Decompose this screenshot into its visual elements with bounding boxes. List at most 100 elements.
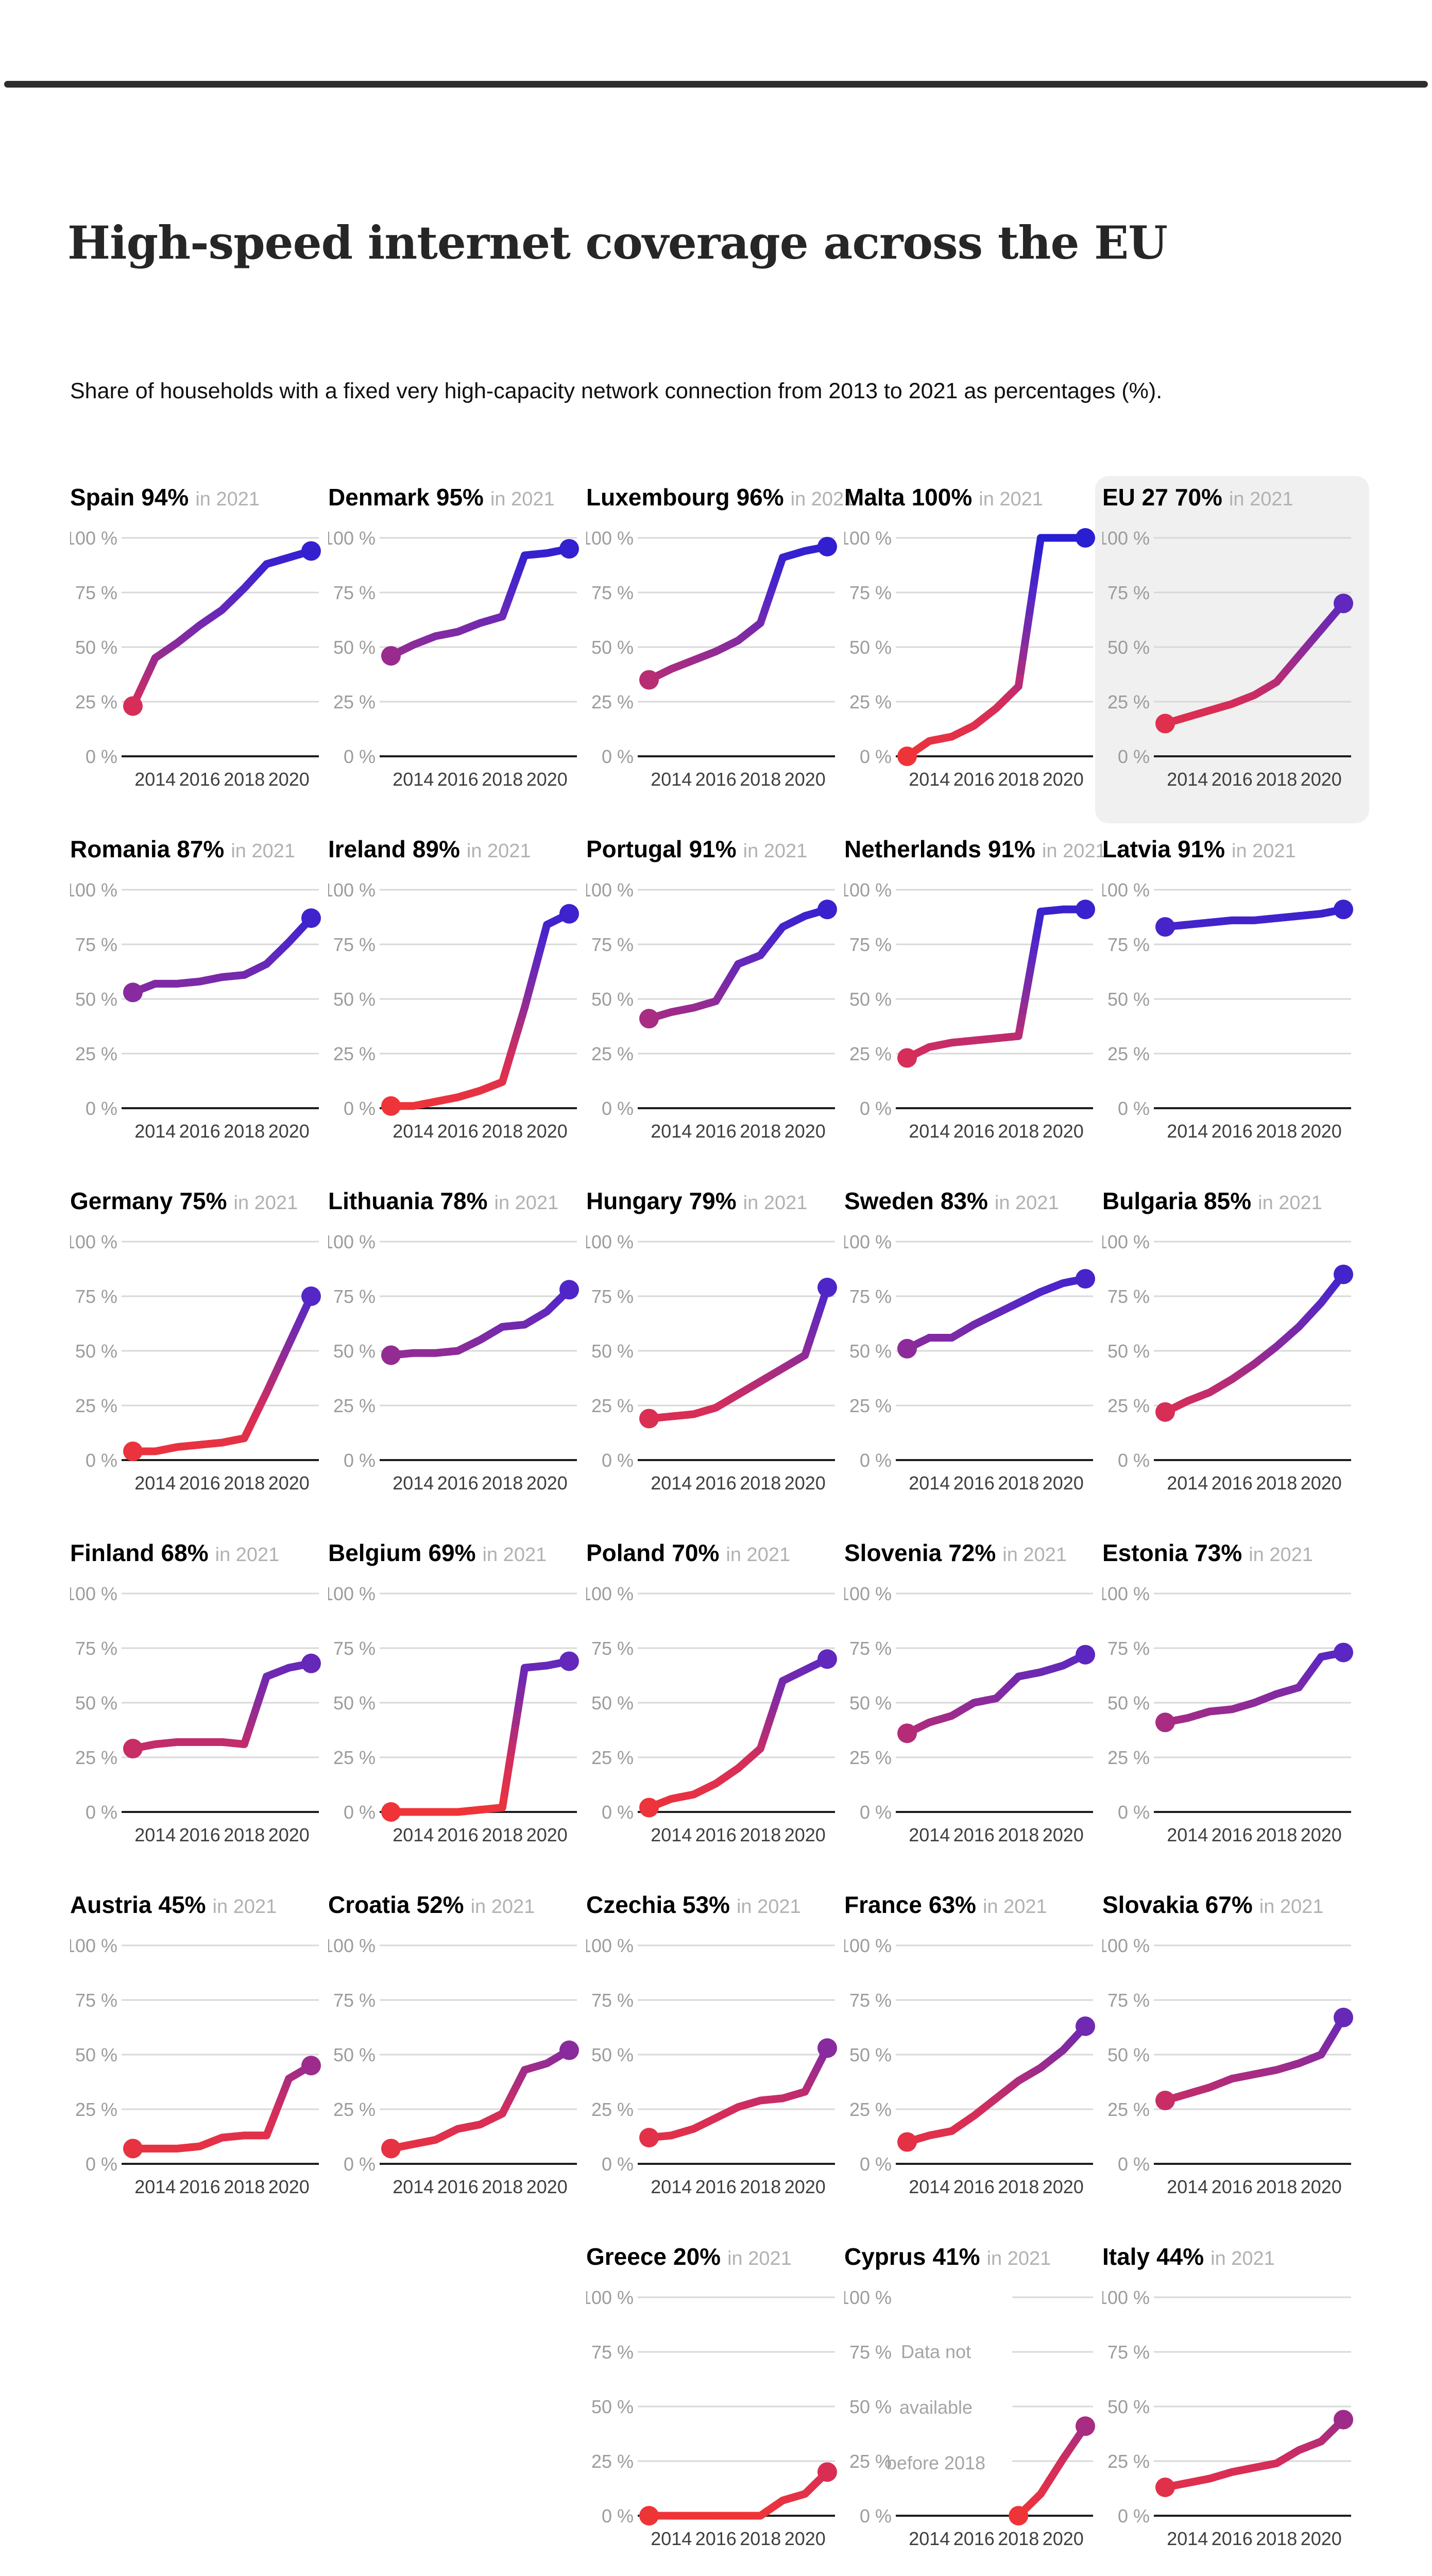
x-axis-tick-label: 2020 bbox=[785, 769, 826, 790]
y-axis-tick-label: 50 % bbox=[75, 1341, 117, 1362]
country-value: 91% bbox=[987, 836, 1035, 862]
end-point bbox=[301, 2056, 321, 2076]
y-axis-tick-label: 0 % bbox=[344, 1802, 376, 1823]
country-chart-netherlands: Netherlands 91% in 2021 100 % 75 % 50 % 25 % 0 … bbox=[839, 835, 1106, 1155]
line-chart: 100 % 75 % 50 % 25 % 0 % 2014 2016 2018 2020 bbox=[65, 1935, 321, 2197]
x-axis-tick-label: 2020 bbox=[1301, 1472, 1342, 1494]
end-point bbox=[1076, 2416, 1095, 2436]
x-axis-tick-label: 2016 bbox=[437, 1824, 479, 1845]
y-axis-tick-label: 100 % bbox=[586, 879, 634, 901]
y-axis-tick-label: 25 % bbox=[591, 2099, 634, 2120]
y-axis-tick-label: 25 % bbox=[75, 691, 117, 713]
country-label: Italy bbox=[1102, 2243, 1150, 2270]
country-label: Austria bbox=[70, 1891, 152, 1918]
value-year-label: in 2021 bbox=[736, 1896, 801, 1918]
y-axis-tick-label: 0 % bbox=[602, 746, 634, 767]
country-chart-luxembourg: Luxembourg 96% in 2021 100 % 75 % 50 % 25 % 0 %… bbox=[581, 483, 855, 803]
end-point bbox=[559, 539, 579, 559]
x-axis-tick-label: 2018 bbox=[998, 769, 1039, 790]
value-year-label: in 2021 bbox=[494, 1192, 559, 1214]
start-point bbox=[123, 1739, 143, 1759]
value-year-label: in 2021 bbox=[986, 2248, 1051, 2269]
x-axis-tick-label: 2014 bbox=[909, 2528, 950, 2549]
x-axis-tick-label: 2016 bbox=[1212, 1824, 1253, 1845]
chart-title: Slovakia 67% in 2021 bbox=[1102, 1891, 1355, 1925]
x-axis-tick-label: 2014 bbox=[909, 1472, 950, 1494]
x-axis-tick-label: 2018 bbox=[482, 769, 523, 790]
country-chart-ireland: Ireland 89% in 2021 100 % 75 % 50 % 25 % 0 % 201… bbox=[323, 835, 581, 1155]
country-label: Cyprus bbox=[844, 2243, 926, 2270]
y-axis-tick-label: 0 % bbox=[860, 746, 892, 767]
end-point bbox=[1334, 1642, 1353, 1663]
start-point bbox=[1155, 917, 1175, 937]
value-year-label: in 2021 bbox=[212, 1896, 277, 1918]
start-point bbox=[897, 747, 917, 766]
x-axis-tick-label: 2020 bbox=[1043, 1121, 1084, 1142]
country-value: 68% bbox=[161, 1539, 209, 1566]
y-axis-tick-label: 50 % bbox=[591, 637, 634, 658]
x-axis-tick-label: 2020 bbox=[785, 2528, 826, 2549]
y-axis-tick-label: 100 % bbox=[70, 528, 117, 549]
x-axis-tick-label: 2016 bbox=[953, 2176, 995, 2197]
x-axis-tick-label: 2016 bbox=[695, 1121, 737, 1142]
y-axis-tick-label: 75 % bbox=[849, 2342, 892, 2363]
x-axis-tick-label: 2016 bbox=[953, 2528, 995, 2549]
country-chart-spain: Spain 94% in 2021 100 % 75 % 50 % 25 % 0 % 2014 2… bbox=[65, 483, 322, 803]
x-axis-tick-label: 2014 bbox=[1167, 1121, 1208, 1142]
start-point bbox=[1155, 2477, 1175, 2497]
line-chart: 100 % 75 % 50 % 25 % 0 % 2014 2016 2018 2020 bbox=[581, 1231, 837, 1494]
country-label: Belgium bbox=[328, 1539, 422, 1566]
y-axis-tick-label: 0 % bbox=[602, 2505, 634, 2527]
line-chart: 100 % 75 % 50 % 25 % 0 % 2014 2016 2018 2020 Data… bbox=[839, 2287, 1095, 2549]
x-axis-tick-label: 2014 bbox=[909, 1121, 950, 1142]
x-axis-tick-label: 2020 bbox=[1043, 769, 1084, 790]
x-axis-tick-label: 2020 bbox=[785, 1824, 826, 1845]
value-year-label: in 2021 bbox=[490, 488, 555, 510]
country-label: Poland bbox=[586, 1539, 666, 1566]
no-data-note: available bbox=[899, 2397, 973, 2418]
x-axis-tick-label: 2016 bbox=[179, 1472, 220, 1494]
country-chart-germany: Germany 75% in 2021 100 % 75 % 50 % 25 % 0 % 201… bbox=[65, 1187, 322, 1506]
y-axis-tick-label: 25 % bbox=[1107, 2099, 1150, 2120]
x-axis-tick-label: 2018 bbox=[1256, 2528, 1297, 2549]
country-chart-slovakia: Slovakia 67% in 2021 100 % 75 % 50 % 25 % 0 % 20… bbox=[1097, 1891, 1355, 2210]
trend-line bbox=[645, 543, 831, 684]
y-axis-tick-label: 0 % bbox=[602, 1802, 634, 1823]
y-axis-tick-label: 25 % bbox=[849, 1747, 892, 1768]
x-axis-tick-label: 2016 bbox=[695, 2176, 737, 2197]
y-axis-tick-label: 25 % bbox=[591, 1747, 634, 1768]
country-chart-croatia: Croatia 52% in 2021 100 % 75 % 50 % 25 % 0 % 201… bbox=[323, 1891, 581, 2210]
x-axis-tick-label: 2018 bbox=[1256, 2176, 1297, 2197]
line-chart: 100 % 75 % 50 % 25 % 0 % 2014 2016 2018 2020 bbox=[65, 1583, 321, 1845]
y-axis-tick-label: 25 % bbox=[333, 2099, 376, 2120]
line-chart: 100 % 75 % 50 % 25 % 0 % 2014 2016 2018 2020 bbox=[581, 528, 837, 790]
x-axis-tick-label: 2014 bbox=[651, 1472, 692, 1494]
country-chart-france: France 63% in 2021 100 % 75 % 50 % 25 % 0 % 2014… bbox=[839, 1891, 1097, 2210]
x-axis-tick-label: 2018 bbox=[224, 1472, 265, 1494]
chart-title: Poland 70% in 2021 bbox=[586, 1539, 839, 1573]
x-axis-tick-label: 2014 bbox=[393, 1121, 434, 1142]
end-point bbox=[817, 2462, 837, 2482]
chart-title: Lithuania 78% in 2021 bbox=[328, 1187, 581, 1221]
country-label: Hungary bbox=[586, 1188, 683, 1214]
value-year-label: in 2021 bbox=[1229, 488, 1293, 510]
chart-title: Portugal 91% in 2021 bbox=[586, 835, 839, 869]
value-year-label: in 2021 bbox=[466, 840, 531, 862]
start-point bbox=[1155, 2091, 1175, 2111]
value-year-label: in 2021 bbox=[1232, 840, 1296, 862]
x-axis-tick-label: 2020 bbox=[526, 2176, 568, 2197]
x-axis-tick-label: 2018 bbox=[224, 2176, 265, 2197]
small-multiples-grid: Spain 94% in 2021 100 % 75 % 50 % 25 % 0 % 2014 2… bbox=[65, 476, 1369, 2576]
x-axis-tick-label: 2016 bbox=[953, 1121, 995, 1142]
y-axis-tick-label: 0 % bbox=[602, 1098, 634, 1119]
start-point bbox=[123, 982, 143, 1003]
x-axis-tick-label: 2018 bbox=[482, 1121, 523, 1142]
x-axis-tick-label: 2014 bbox=[909, 1824, 950, 1845]
y-axis-tick-label: 100 % bbox=[844, 1231, 892, 1252]
value-year-label: in 2021 bbox=[726, 1544, 791, 1566]
start-point bbox=[639, 1009, 659, 1029]
x-axis-tick-label: 2018 bbox=[740, 2176, 781, 2197]
x-axis-tick-label: 2016 bbox=[695, 1472, 737, 1494]
country-value: 72% bbox=[948, 1539, 996, 1566]
y-axis-tick-label: 0 % bbox=[860, 1098, 892, 1119]
